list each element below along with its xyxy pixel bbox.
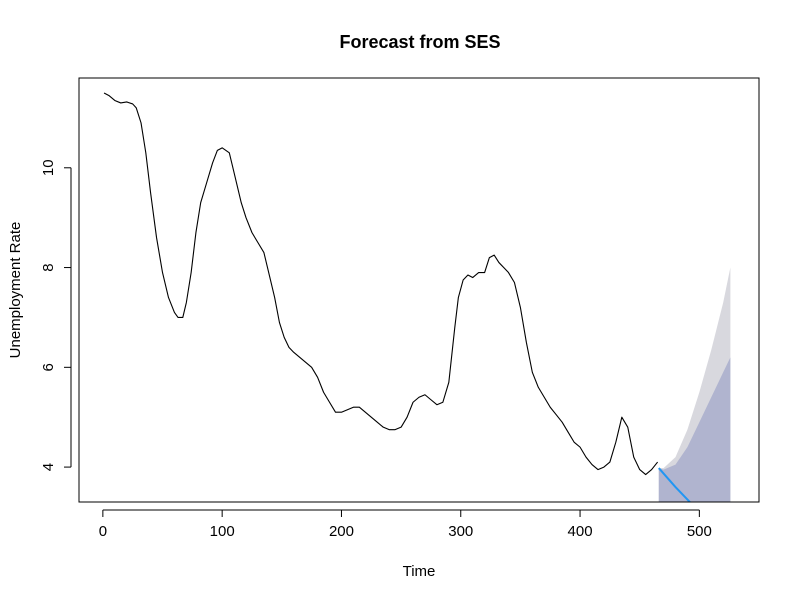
chart-title: Forecast from SES <box>339 32 500 52</box>
x-tick-label: 0 <box>99 523 107 540</box>
y-tick-label: 8 <box>40 263 57 271</box>
plot-background <box>79 78 759 502</box>
y-axis-label: Unemployment Rate <box>7 222 24 359</box>
x-axis: 0 100 200 300 400 500 <box>99 509 712 540</box>
confidence-bands <box>658 267 731 502</box>
x-tick-label: 500 <box>687 523 712 540</box>
x-tick-label: 300 <box>448 523 473 540</box>
history-line <box>103 92 659 476</box>
y-axis: 4 6 8 10 <box>40 159 72 471</box>
plot-frame <box>78 77 760 503</box>
x-tick-label: 400 <box>568 523 593 540</box>
band-80 <box>658 357 731 502</box>
series-lines <box>103 92 692 502</box>
forecast-line <box>658 467 692 502</box>
y-tick-label: 6 <box>40 363 57 371</box>
x-tick-label: 200 <box>329 523 354 540</box>
y-tick-label: 4 <box>40 463 57 471</box>
x-axis-label: Time <box>403 563 436 580</box>
x-tick-label: 100 <box>210 523 235 540</box>
y-tick-label: 10 <box>40 159 57 176</box>
